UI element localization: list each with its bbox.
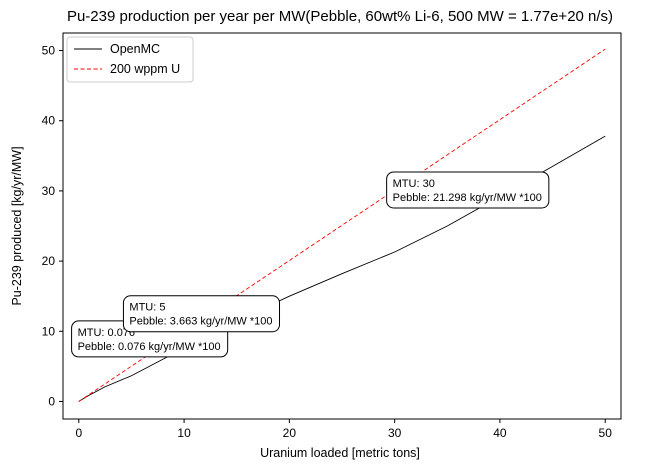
y-tick-label-3: 30 bbox=[42, 184, 56, 198]
legend-box bbox=[66, 36, 194, 83]
x-tick-label-1: 10 bbox=[177, 426, 191, 440]
legend-entry-openmc: OpenMC bbox=[110, 42, 160, 56]
x-tick-label-3: 30 bbox=[388, 426, 402, 440]
y-axis: 0 10 20 30 40 50 bbox=[42, 44, 63, 408]
annotation-2: MTU: 30 Pebble: 21.298 kg/yr/MW *100 bbox=[386, 171, 550, 209]
x-axis: 0 10 20 30 40 50 bbox=[75, 419, 612, 440]
x-tick-label-5: 50 bbox=[599, 426, 613, 440]
annotation-1: MTU: 5 Pebble: 3.663 kg/yr/MW *100 bbox=[122, 295, 281, 333]
plot-frame bbox=[62, 32, 622, 420]
annotation-line2-2: Pebble: 21.298 kg/yr/MW *100 bbox=[393, 192, 542, 204]
annotation-box-1 bbox=[122, 295, 281, 333]
y-tick-label-5: 50 bbox=[42, 44, 56, 58]
annotation-line2-1: Pebble: 3.663 kg/yr/MW *100 bbox=[129, 316, 272, 328]
legend: OpenMC 200 wppm U bbox=[66, 36, 194, 83]
annotation-line2-0: Pebble: 0.076 kg/yr/MW *100 bbox=[78, 341, 221, 353]
annotation-line1-0: MTU: 0.076 bbox=[78, 327, 135, 339]
y-tick-label-4: 40 bbox=[42, 114, 56, 128]
y-tick-label-0: 0 bbox=[48, 394, 55, 408]
x-tick-label-0: 0 bbox=[75, 426, 82, 440]
chart-title: Pu-239 production per year per MW(Pebble… bbox=[67, 8, 613, 25]
annotation-line1-1: MTU: 5 bbox=[129, 302, 165, 314]
y-tick-label-1: 10 bbox=[42, 324, 56, 338]
annotation-box-2 bbox=[386, 171, 550, 209]
x-axis-label: Uranium loaded [metric tons] bbox=[260, 446, 420, 460]
y-tick-label-2: 20 bbox=[42, 254, 56, 268]
legend-entry-200-wppm-u: 200 wppm U bbox=[110, 62, 180, 76]
annotation-layer: MTU: 0.076 Pebble: 0.076 kg/yr/MW *100 MTU… bbox=[71, 171, 550, 358]
annotation-line1-2: MTU: 30 bbox=[393, 178, 435, 190]
y-axis-label: Pu-239 produced [kg/yr/MW] bbox=[10, 146, 24, 305]
x-tick-label-4: 40 bbox=[493, 426, 507, 440]
x-tick-label-2: 20 bbox=[283, 426, 297, 440]
